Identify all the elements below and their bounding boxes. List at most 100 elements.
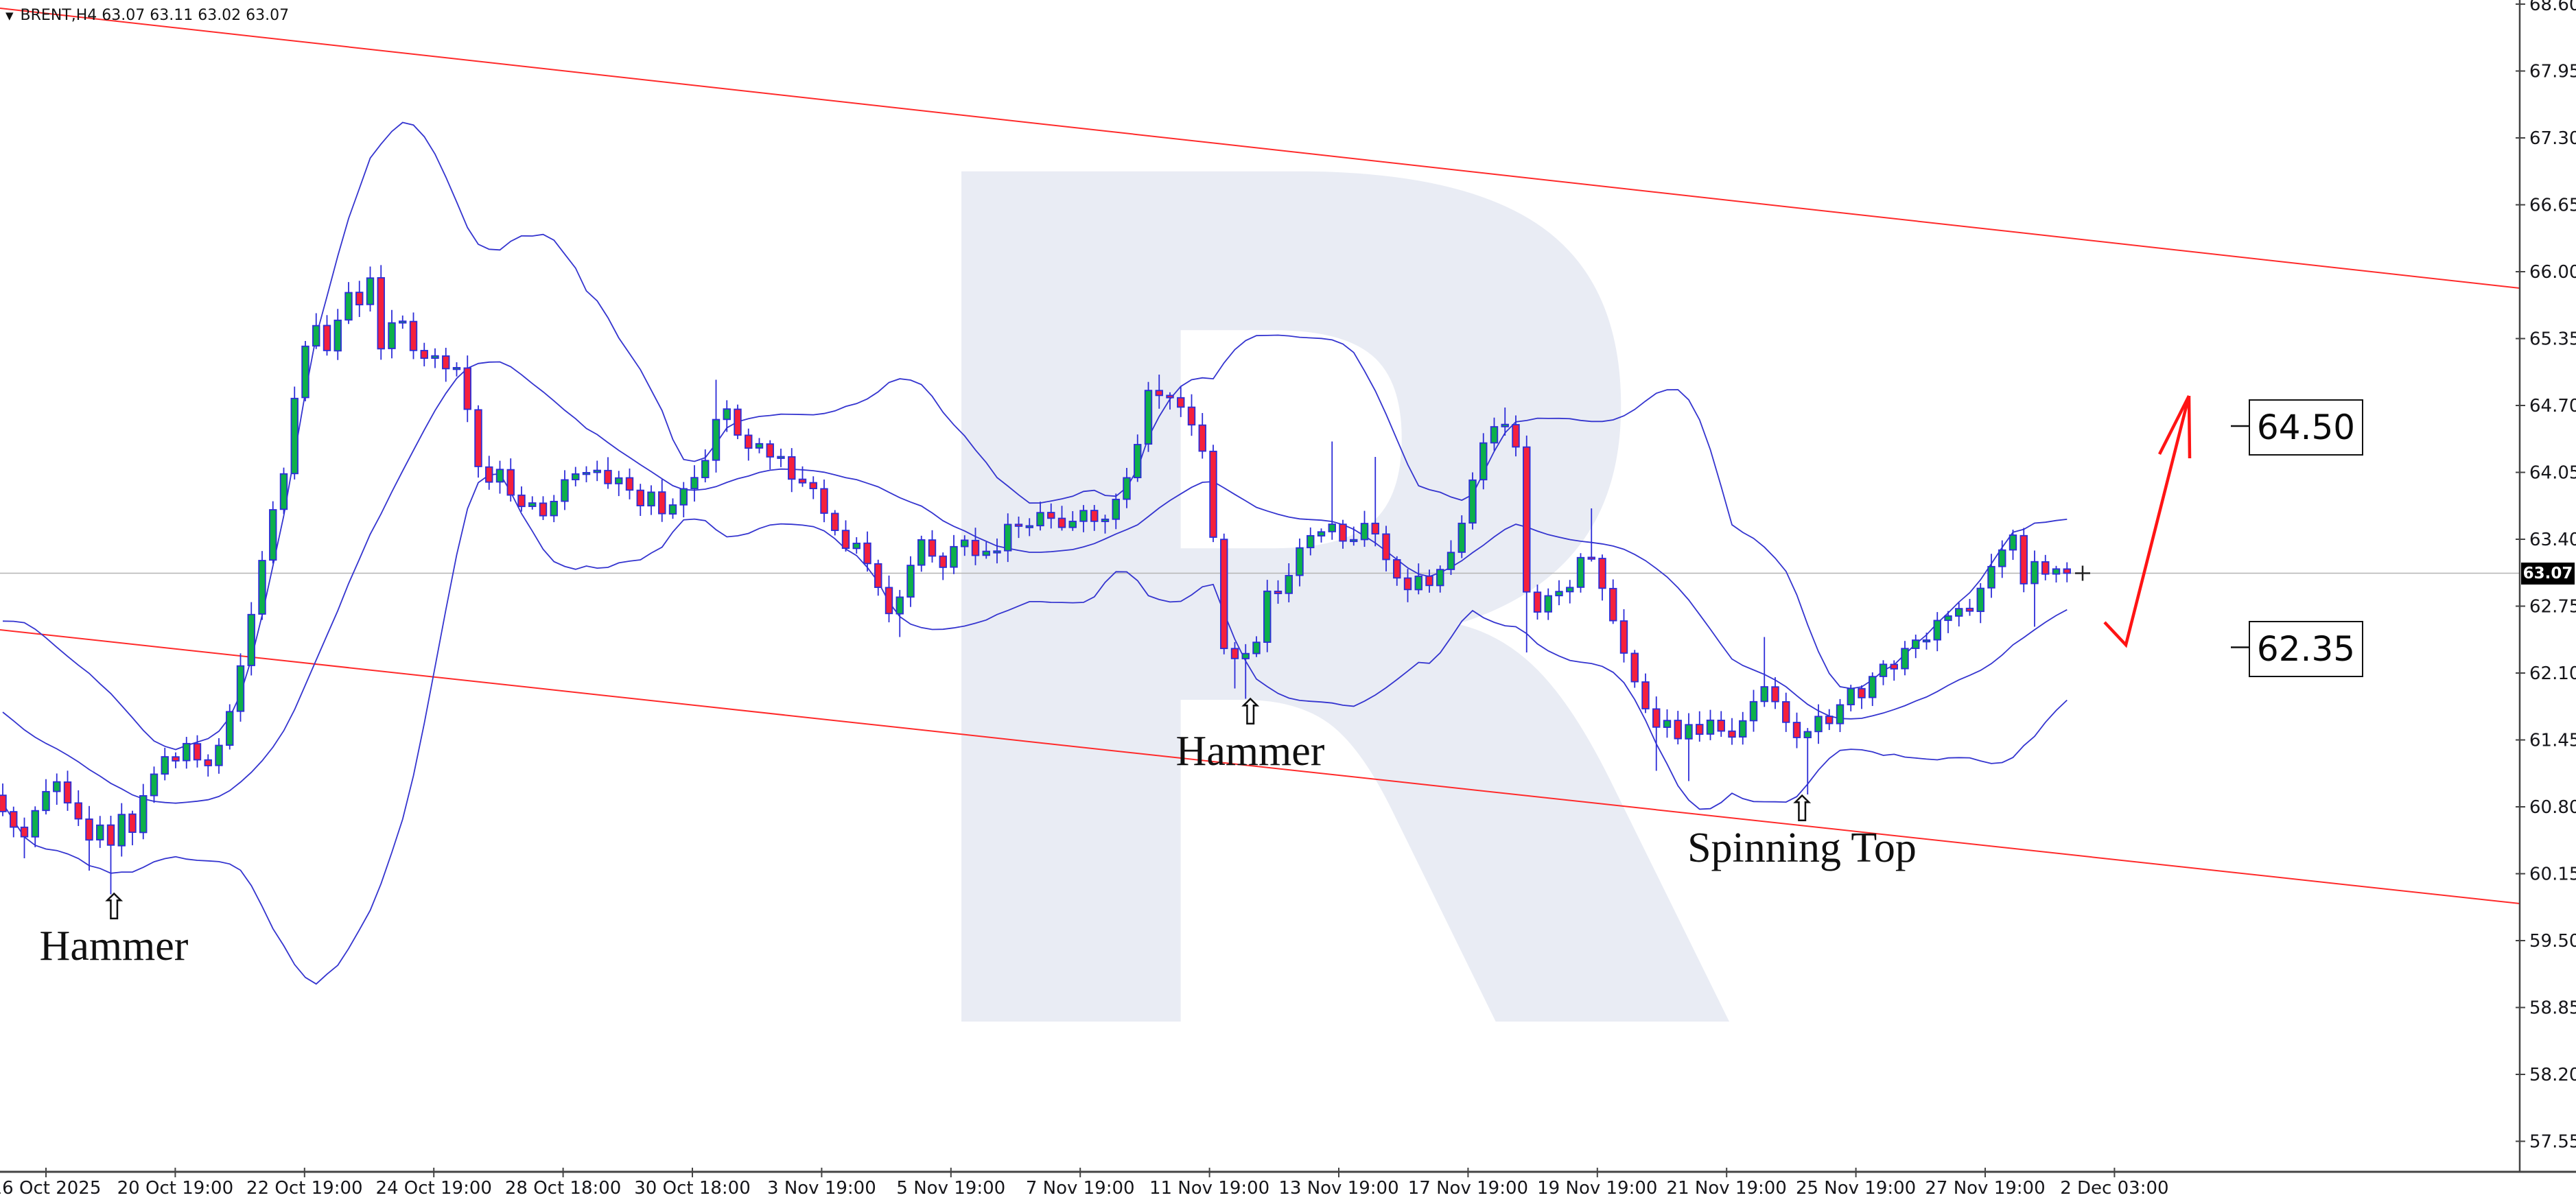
bull-candle xyxy=(96,824,104,840)
bull-candle xyxy=(1241,652,1250,659)
price-tick-label: 58.20 xyxy=(2529,1065,2576,1085)
bear-candle xyxy=(766,443,774,458)
bull-candle xyxy=(1987,565,1995,589)
bull-candle xyxy=(1706,719,1715,735)
bear-candle xyxy=(1609,587,1617,622)
bear-candle xyxy=(355,292,364,306)
bear-candle xyxy=(1890,663,1898,670)
bull-candle xyxy=(1566,587,1574,593)
bull-candle xyxy=(1101,518,1110,522)
symbol-dropdown-icon[interactable]: ▼ xyxy=(5,9,14,22)
price-target-label[interactable]: 64.50 xyxy=(2249,399,2363,456)
price-tick-label: 62.10 xyxy=(2529,663,2576,684)
bull-candle xyxy=(215,744,223,766)
candlestick-pattern-annotation[interactable]: ⇧ Hammer xyxy=(1176,695,1325,773)
pattern-label: Hammer xyxy=(39,922,189,969)
bear-candle xyxy=(10,811,18,828)
bull-candle xyxy=(1068,521,1077,528)
bear-candle xyxy=(172,756,180,762)
bear-candle xyxy=(1512,424,1520,448)
bull-candle xyxy=(150,773,159,797)
time-tick-label: 11 Nov 19:00 xyxy=(1149,1178,1269,1199)
bull-candle xyxy=(1685,724,1693,740)
bear-candle xyxy=(106,824,115,846)
bull-candle xyxy=(1414,576,1422,591)
bull-candle xyxy=(333,319,342,352)
bear-candle xyxy=(20,826,29,838)
bear-candle xyxy=(1598,558,1606,589)
bear-candle xyxy=(539,502,548,517)
bull-candle xyxy=(1479,442,1488,481)
channel-trendline-upper[interactable] xyxy=(0,8,2520,289)
price-target-label[interactable]: 62.35 xyxy=(2249,620,2363,677)
bear-candle xyxy=(85,818,93,841)
bull-candle xyxy=(1803,731,1812,739)
bull-candle xyxy=(1296,547,1304,576)
bull-candle xyxy=(906,565,915,598)
time-tick-label: 13 Nov 19:00 xyxy=(1278,1178,1398,1199)
bear-candle xyxy=(625,477,634,491)
up-arrow-icon: ⇧ xyxy=(1787,789,1817,830)
bull-candle xyxy=(1447,552,1455,570)
price-tick-label: 64.05 xyxy=(2529,463,2576,484)
bull-candle xyxy=(258,560,266,615)
trend-projection-arrowhead xyxy=(2157,394,2191,456)
bear-candle xyxy=(788,456,796,480)
bull-candle xyxy=(1901,648,1909,670)
bull-candle xyxy=(561,479,569,502)
bear-candle xyxy=(193,743,202,761)
bull-candle xyxy=(701,460,710,478)
bull-candle xyxy=(668,504,677,515)
bull-candle xyxy=(1501,423,1509,427)
bear-candle xyxy=(1652,708,1661,728)
up-arrow-icon: ⇧ xyxy=(99,887,129,928)
trend-projection-arrow[interactable] xyxy=(2103,395,2191,648)
bear-candle xyxy=(463,367,471,410)
bull-candle xyxy=(1760,686,1768,703)
symbol-ohlc-info: BRENT,H4 63.07 63.11 63.02 63.07 xyxy=(20,7,290,24)
price-tick-label: 66.65 xyxy=(2529,196,2576,216)
current-price-badge: 63.07 xyxy=(2521,562,2575,585)
bull-candle xyxy=(1123,477,1131,500)
bull-candle xyxy=(366,277,375,305)
bull-candle xyxy=(269,509,277,561)
bull-candle xyxy=(117,814,126,847)
bear-candle xyxy=(1619,620,1628,654)
bull-candle xyxy=(777,456,785,459)
price-tick-label: 65.35 xyxy=(2529,329,2576,350)
candlestick-pattern-annotation[interactable]: ⇧ Spinning Top xyxy=(1687,789,1917,869)
bull-candle xyxy=(1025,525,1033,528)
bear-candle xyxy=(1696,724,1704,735)
channel-trendline-lower[interactable] xyxy=(0,629,2520,904)
bull-candle xyxy=(723,408,731,421)
bull-candle xyxy=(1468,479,1477,524)
bear-candle xyxy=(874,563,882,588)
bull-candle xyxy=(1079,510,1088,522)
bull-candle xyxy=(452,366,461,370)
bull-candle xyxy=(1955,608,1963,617)
bear-candle xyxy=(1274,590,1283,594)
bull-candle xyxy=(1436,569,1444,587)
bear-candle xyxy=(1425,575,1433,587)
bear-candle xyxy=(1057,517,1066,528)
bull-candle xyxy=(593,469,601,473)
bull-candle xyxy=(1144,390,1153,445)
bull-candle xyxy=(1912,639,1920,649)
bear-candle xyxy=(2041,561,2050,575)
candlestick-pattern-annotation[interactable]: ⇧ Hammer xyxy=(39,887,189,969)
bear-candle xyxy=(1155,390,1163,397)
bear-candle xyxy=(517,494,526,508)
bear-candle xyxy=(323,325,331,351)
bull-candle xyxy=(615,477,623,484)
bear-candle xyxy=(1187,406,1196,426)
time-tick-label: 24 Oct 19:00 xyxy=(375,1178,492,1199)
time-tick-label: 30 Oct 18:00 xyxy=(634,1178,751,1199)
bull-candle xyxy=(1285,575,1293,594)
bull-candle xyxy=(312,325,320,347)
bull-candle xyxy=(961,539,969,547)
bull-candle xyxy=(495,469,504,483)
bull-candle xyxy=(679,488,688,506)
bull-candle xyxy=(236,665,245,712)
bear-candle xyxy=(1728,730,1736,738)
